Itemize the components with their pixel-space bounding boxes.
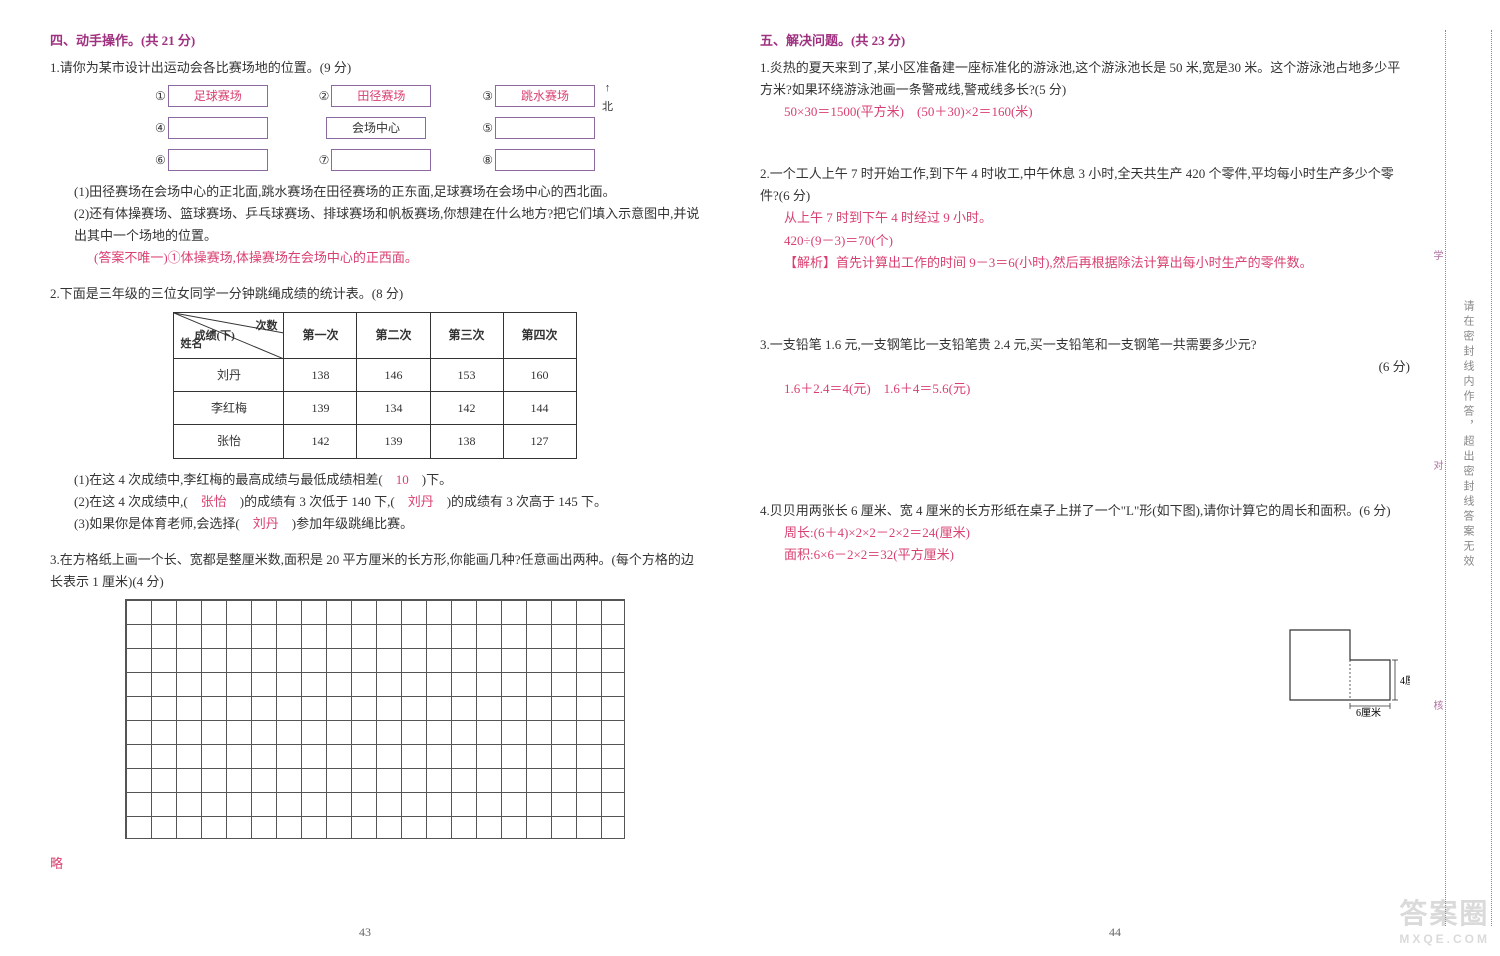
q4-2-p3: (3)如果你是体育老师,会选择( 刘丹 )参加年级跳绳比赛。 [50,513,700,535]
q5-2-ans2: 420÷(9－3)＝70(个) [760,230,1410,252]
q4-2: 2.下面是三年级的三位女同学一分钟跳绳成绩的统计表。(8 分) 次数 姓名 成绩… [50,283,700,535]
table-row: 李红梅 139 134 142 144 [174,391,576,424]
col-head: 第三次 [430,312,503,358]
margin-border-outer [1491,30,1492,926]
score-table: 次数 姓名 成绩(下) 第一次 第二次 第三次 第四次 刘丹 138 146 1… [173,312,576,459]
venue-num: ④ [155,118,166,138]
row-name: 李红梅 [174,391,284,424]
venue-num: ⑤ [482,118,493,138]
q5-3: 3.一支铅笔 1.6 元,一支钢笔比一支铅笔贵 2.4 元,买一支铅笔和一支钢笔… [760,334,1410,400]
q4-1: 1.请你为某市设计出运动会各比赛场地的位置。(9 分) 北 ①足球赛场 ②田径赛… [50,57,700,269]
row-name: 刘丹 [174,358,284,391]
q5-4-ans1: 周长:(6＋4)×2×2－2×2＝24(厘米) [760,522,1410,544]
q4-1-p1: (1)田径赛场在会场中心的正北面,跳水赛场在田径赛场的正东面,足球赛场在会场中心… [50,181,700,203]
q4-3-stem: 3.在方格纸上画一个长、宽都是整厘米数,面积是 20 平方厘米的长方形,你能画几… [50,549,700,593]
q5-4-stem: 4.贝贝用两张长 6 厘米、宽 4 厘米的长方形纸在桌子上拼了一个"L"形(如下… [760,500,1410,522]
watermark-sub: MXQE.COM [1399,932,1490,946]
cell: 127 [503,425,576,458]
cell: 138 [284,358,357,391]
diag-mid: 成绩(下) [194,327,234,346]
watermark-main: 答案圈 [1399,898,1489,929]
diag-header: 次数 姓名 成绩(下) [174,312,284,358]
venue-box [495,149,595,171]
watermark: 答案圈 MXQE.COM [1399,892,1490,946]
q4-1-p2-ans: (答案不唯一)①体操赛场,体操赛场在会场中心的正西面。 [50,247,700,269]
page-num-left: 43 [359,925,371,940]
col-head: 第二次 [357,312,430,358]
q5-4: 4.贝贝用两张长 6 厘米、宽 4 厘米的长方形纸在桌子上拼了一个"L"形(如下… [760,500,1410,566]
q5-1-ans: 50×30＝1500(平方米) (50＋30)×2＝160(米) [760,101,1410,123]
q4-1-p2: (2)还有体操赛场、篮球赛场、乒乓球赛场、排球赛场和帆板赛场,你想建在什么地方?… [50,203,700,247]
venue-box: 田径赛场 [331,85,431,107]
section-5-title: 五、解决问题。(共 23 分) [760,30,1410,49]
venue-grid: 北 ①足球赛场 ②田径赛场 ③跳水赛场 ④ 会场中心 ⑤ ⑥ ⑦ ⑧ [155,85,595,171]
row-name: 张怡 [174,425,284,458]
table-row: 刘丹 138 146 153 160 [174,358,576,391]
cell: 139 [357,425,430,458]
q5-2-ans1: 从上午 7 时到下午 4 时经过 9 小时。 [760,207,1410,229]
vert-tag-mid: 对 [1429,460,1444,470]
col-head: 第一次 [284,312,357,358]
venue-num: ⑧ [482,150,493,170]
q5-3-ans: 1.6＋2.4＝4(元) 1.6＋4＝5.6(元) [760,378,1410,400]
q4-3: 3.在方格纸上画一个长、宽都是整厘米数,面积是 20 平方厘米的长方形,你能画几… [50,549,700,839]
venue-num: ⑥ [155,150,166,170]
cell: 134 [357,391,430,424]
q5-3-stem: 3.一支铅笔 1.6 元,一支钢笔比一支铅笔贵 2.4 元,买一支铅笔和一支钢笔… [760,334,1410,356]
cell: 153 [430,358,503,391]
margin-border [1445,30,1446,926]
label-h: 4厘米 [1400,674,1410,687]
vert-tag-bot: 核 [1429,700,1444,710]
venue-num: ② [319,86,330,106]
north-label: 北 [602,79,613,116]
q5-2: 2.一个工人上午 7 时开始工作,到下午 4 时收工,中午休息 3 小时,全天共… [760,163,1410,273]
cell: 139 [284,391,357,424]
label-w: 6厘米 [1356,706,1381,719]
venue-box [495,117,595,139]
venue-box: 足球赛场 [168,85,268,107]
q4-2-stem: 2.下面是三年级的三位女同学一分钟跳绳成绩的统计表。(8 分) [50,283,700,305]
cell: 160 [503,358,576,391]
cell: 144 [503,391,576,424]
cell: 138 [430,425,503,458]
venue-box [331,149,431,171]
margin-note: 请在密封线内作答，超出密封线答案无效 [1460,300,1476,570]
q5-3-points: (6 分) [760,356,1410,378]
q5-4-ans2: 面积:6×6－2×2＝32(平方厘米) [760,544,1410,566]
q5-2-stem: 2.一个工人上午 7 时开始工作,到下午 4 时收工,中午休息 3 小时,全天共… [760,163,1410,207]
q4-2-p2: (2)在这 4 次成绩中,( 张怡 )的成绩有 3 次低于 140 下,( 刘丹… [50,491,700,513]
vert-tag-top: 学 [1429,250,1444,260]
cell: 142 [430,391,503,424]
venue-num: ⑦ [319,150,330,170]
q5-1-stem: 1.炎热的夏天来到了,某小区准备建一座标准化的游泳池,这个游泳池长是 50 米,… [760,57,1410,101]
venue-num: ③ [482,86,493,106]
q4-2-p1: (1)在这 4 次成绩中,李红梅的最高成绩与最低成绩相差( 10 )下。 [50,469,700,491]
page-num-right: 44 [1109,925,1121,940]
q5-1: 1.炎热的夏天来到了,某小区准备建一座标准化的游泳池,这个游泳池长是 50 米,… [760,57,1410,123]
cell: 146 [357,358,430,391]
venue-box [168,117,268,139]
diag-top: 次数 [255,317,277,336]
venue-num: ① [155,86,166,106]
table-row: 张怡 142 139 138 127 [174,425,576,458]
venue-box [168,149,268,171]
grid-paper [125,599,625,839]
section-4-title: 四、动手操作。(共 21 分) [50,30,700,49]
col-head: 第四次 [503,312,576,358]
venue-box: 会场中心 [326,117,426,139]
venue-box: 跳水赛场 [495,85,595,107]
l-shape-figure: 4厘米 6厘米 [1280,620,1410,720]
q4-3-ans: 略 [50,853,700,872]
q4-1-stem: 1.请你为某市设计出运动会各比赛场地的位置。(9 分) [50,57,700,79]
q5-2-explain: 【解析】首先计算出工作的时间 9－3＝6(小时),然后再根据除法计算出每小时生产… [760,252,1410,274]
cell: 142 [284,425,357,458]
